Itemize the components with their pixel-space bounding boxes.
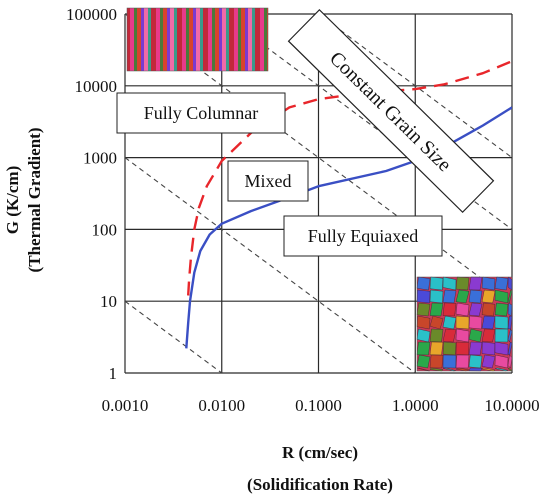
equiaxed-grain: [507, 302, 513, 317]
y-tick-label-0: 1: [109, 364, 118, 383]
equiaxed-grain: [416, 302, 431, 317]
region-mixed: Mixed: [227, 160, 309, 202]
equiaxed-grain: [468, 315, 483, 330]
equiaxed-grain: [494, 341, 509, 356]
equiaxed-grain: [455, 328, 470, 343]
equiaxed-grain: [507, 341, 513, 356]
iso-line-0: [125, 300, 223, 373]
equiaxed-grain: [429, 302, 444, 317]
equiaxed-grain: [468, 367, 483, 372]
x-tick-label-4: 10.0000: [484, 396, 539, 415]
fully-equiaxed-label: Fully Equiaxed: [308, 226, 419, 246]
region-fully-columnar: Fully Columnar: [116, 92, 286, 134]
x-tick-label-0: 0.0010: [102, 396, 149, 415]
constant-grain-size-label: Constant Grain Size: [325, 47, 455, 176]
equiaxed-grain: [416, 341, 431, 356]
equiaxed-grain: [442, 354, 457, 369]
equiaxed-grain: [494, 276, 509, 291]
equiaxed-grain: [429, 315, 444, 330]
equiaxed-grain: [507, 354, 513, 369]
x-tick-label-3: 1.0000: [392, 396, 439, 415]
y-tick-label-3: 1000: [83, 149, 117, 168]
equiaxed-grain: [442, 302, 457, 317]
region-constant-grain-size: Constant Grain Size: [287, 8, 495, 214]
equiaxed-grain: [494, 315, 509, 330]
equiaxed-grain: [468, 289, 483, 304]
equiaxed-grain: [481, 276, 496, 291]
x-axis-subtitle: (Solidification Rate): [247, 475, 393, 494]
equiaxed-grain: [442, 289, 457, 304]
equiaxed-grain: [481, 315, 496, 330]
equiaxed-grain: [494, 354, 509, 369]
equiaxed-grain: [455, 341, 470, 356]
equiaxed-grain: [468, 328, 483, 343]
equiaxed-grain: [429, 354, 444, 369]
equiaxed-grain: [429, 276, 444, 291]
equiaxed-grain: [481, 354, 496, 369]
equiaxed-grain: [455, 289, 470, 304]
mixed-label: Mixed: [245, 171, 292, 191]
equiaxed-grain: [468, 354, 483, 369]
equiaxed-grain: [507, 289, 513, 304]
y-tick-label-2: 100: [92, 220, 118, 239]
region-fully-equiaxed: Fully Equiaxed: [283, 215, 443, 257]
equiaxed-grain: [442, 276, 457, 291]
equiaxed-grain: [468, 276, 483, 291]
equiaxed-grain: [429, 328, 444, 343]
x-axis-title: R (cm/sec): [282, 443, 358, 462]
x-tick-label-1: 0.0100: [198, 396, 245, 415]
equiaxed-micrograph: [416, 276, 513, 372]
y-axis-subtitle: (Thermal Gradient): [25, 128, 44, 273]
equiaxed-grain: [481, 302, 496, 317]
equiaxed-grain: [494, 328, 509, 343]
equiaxed-grain: [468, 341, 483, 356]
y-tick-label-1: 10: [100, 292, 117, 311]
equiaxed-grain: [416, 354, 431, 369]
equiaxed-grain: [455, 315, 470, 330]
equiaxed-grain: [481, 341, 496, 356]
equiaxed-grain: [481, 328, 496, 343]
y-axis-title: G (K/cm): [3, 166, 22, 234]
iso-line-1: [125, 157, 416, 373]
equiaxed-grain: [416, 276, 431, 291]
y-tick-label-4: 10000: [75, 77, 118, 96]
equiaxed-grain: [429, 289, 444, 304]
equiaxed-grain: [455, 302, 470, 317]
x-tick-label-2: 0.1000: [295, 396, 342, 415]
equiaxed-grain: [442, 328, 457, 343]
equiaxed-grain: [455, 354, 470, 369]
equiaxed-grain: [468, 302, 483, 317]
columnar-micrograph: [126, 7, 269, 72]
equiaxed-grain: [507, 328, 513, 343]
y-tick-label-5: 100000: [66, 5, 117, 24]
equiaxed-grain: [442, 315, 457, 330]
equiaxed-grain: [494, 289, 509, 304]
equiaxed-grain: [494, 302, 509, 317]
equiaxed-grain: [455, 276, 470, 291]
equiaxed-grain: [442, 341, 457, 356]
equiaxed-grain: [416, 289, 431, 304]
equiaxed-grain: [481, 289, 496, 304]
iso-line-4: [318, 14, 512, 159]
equiaxed-grain: [429, 341, 444, 356]
equiaxed-grain: [416, 315, 431, 330]
fully-columnar-label: Fully Columnar: [144, 103, 259, 123]
equiaxed-frame: [416, 276, 513, 372]
tick-labels: 0.0010 0.0100 0.1000 1.0000 10.0000 1 10 100 100…: [66, 5, 540, 415]
